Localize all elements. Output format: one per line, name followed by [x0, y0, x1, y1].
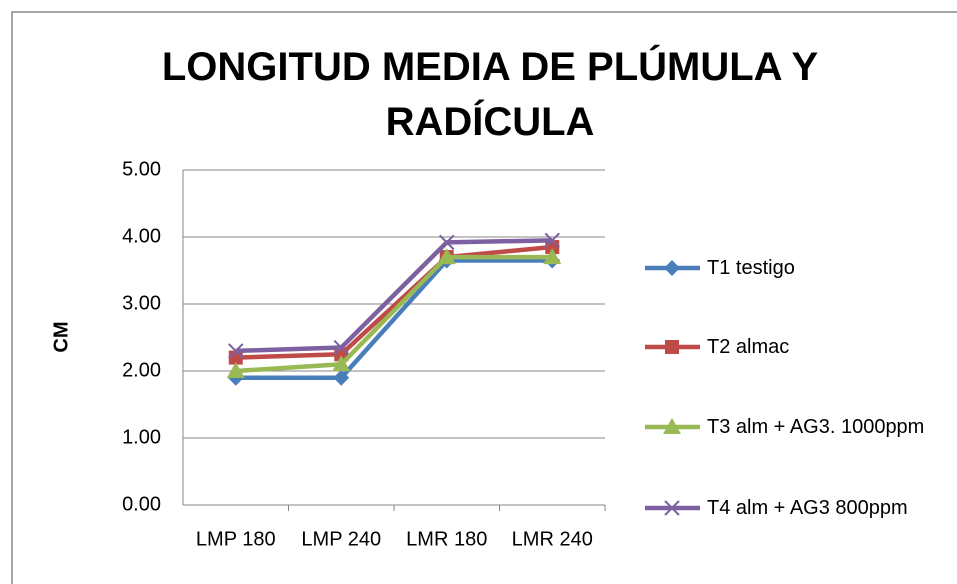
y-tick-label: 3.00: [122, 292, 161, 314]
marker: [333, 339, 349, 356]
legend-label: T2 almac: [707, 336, 790, 358]
marker: [333, 369, 350, 386]
y-tick-label: 0.00: [122, 493, 161, 515]
marker: [544, 232, 560, 249]
marker: [228, 343, 244, 359]
legend-label: T4 alm + AG3 800ppm: [707, 497, 908, 519]
x-tick-label: LMP 180: [196, 528, 276, 550]
marker: [664, 260, 680, 276]
legend-label: T1 testigo: [707, 257, 795, 279]
x-tick-label: LMP 240: [301, 528, 381, 550]
chart-title: LONGITUD MEDIA DE PLÚMULA Y RADÍCULA: [161, 45, 819, 144]
y-axis-label: CM: [50, 321, 72, 352]
marker: [439, 234, 455, 251]
marker: [664, 500, 680, 516]
marker: [437, 248, 456, 265]
marker: [332, 355, 351, 372]
marker: [663, 418, 681, 434]
y-tick-label: 5.00: [122, 158, 161, 180]
series-line: [235, 258, 553, 380]
marker: [665, 340, 679, 354]
series-line: [235, 238, 553, 354]
marker: [543, 248, 562, 265]
legend-label: T3 alm + AG3. 1000ppm: [707, 416, 925, 438]
chart-frame: [11, 11, 957, 584]
x-tick-label: LMR 180: [406, 528, 487, 550]
series-line: [235, 244, 553, 360]
y-tick-label: 4.00: [122, 225, 161, 247]
series-line: [235, 254, 553, 374]
x-tick-label: LMR 240: [512, 528, 593, 550]
y-tick-label: 2.00: [122, 359, 161, 381]
marker: [226, 362, 245, 378]
y-tick-label: 1.00: [122, 426, 161, 448]
